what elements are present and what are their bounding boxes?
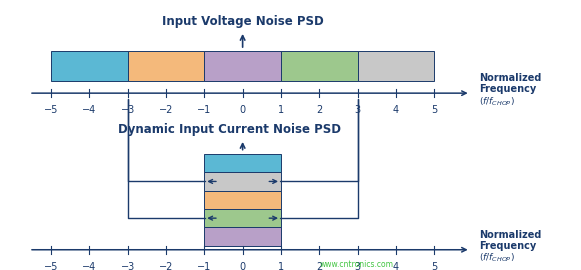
Text: 4: 4: [393, 262, 399, 270]
Text: −1: −1: [197, 262, 211, 270]
Text: 3: 3: [354, 262, 361, 270]
Text: 2: 2: [316, 262, 322, 270]
Bar: [281, 51, 357, 81]
Bar: [128, 51, 205, 81]
Bar: [205, 51, 281, 81]
Text: 5: 5: [431, 262, 437, 270]
Text: 0: 0: [239, 105, 246, 115]
Text: 5: 5: [431, 105, 437, 115]
Text: Normalized: Normalized: [479, 230, 541, 240]
Bar: [205, 227, 281, 246]
Text: www.cntronics.com: www.cntronics.com: [320, 260, 393, 269]
Text: −2: −2: [159, 105, 173, 115]
Text: Input Voltage Noise PSD: Input Voltage Noise PSD: [162, 15, 324, 28]
Bar: [51, 51, 128, 81]
Text: −5: −5: [44, 105, 58, 115]
Text: −5: −5: [44, 262, 58, 270]
Text: $(f/f_{\mathregular{CHOP}})$: $(f/f_{\mathregular{CHOP}})$: [479, 95, 515, 107]
Bar: [205, 191, 281, 209]
Text: 4: 4: [393, 105, 399, 115]
Text: −4: −4: [83, 262, 96, 270]
Text: −3: −3: [121, 262, 135, 270]
Text: 3: 3: [354, 105, 361, 115]
Text: 1: 1: [278, 105, 284, 115]
Text: Frequency: Frequency: [479, 84, 537, 94]
Text: −4: −4: [83, 105, 96, 115]
Text: −3: −3: [121, 105, 135, 115]
Bar: [357, 51, 434, 81]
Text: −1: −1: [197, 105, 211, 115]
Text: Normalized: Normalized: [479, 73, 541, 83]
Bar: [205, 154, 281, 172]
Text: 1: 1: [278, 262, 284, 270]
Text: Dynamic Input Current Noise PSD: Dynamic Input Current Noise PSD: [118, 123, 340, 136]
Text: $(f/f_{\mathregular{CHOP}})$: $(f/f_{\mathregular{CHOP}})$: [479, 252, 515, 264]
Bar: [205, 172, 281, 191]
Text: −2: −2: [159, 262, 173, 270]
Bar: [205, 209, 281, 227]
Text: 0: 0: [239, 262, 246, 270]
Text: 2: 2: [316, 105, 322, 115]
Text: Frequency: Frequency: [479, 241, 537, 251]
